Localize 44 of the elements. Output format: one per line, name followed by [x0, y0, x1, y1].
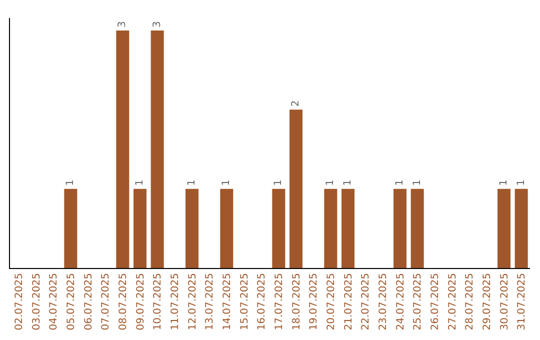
x-tick-label: 14.07.2025	[222, 273, 233, 330]
data-label: 1	[221, 179, 232, 186]
x-tick-label: 05.07.2025	[66, 273, 77, 330]
data-label: 1	[65, 179, 76, 186]
data-label: 1	[273, 179, 284, 186]
x-tick-label: 17.07.2025	[274, 273, 285, 330]
x-tick-label: 12.07.2025	[187, 273, 198, 330]
x-tick-label: 09.07.2025	[135, 273, 146, 330]
x-tick-label: 06.07.2025	[83, 273, 94, 330]
x-tick-label: 11.07.2025	[170, 273, 181, 330]
x-tick-label: 18.07.2025	[291, 273, 302, 330]
x-tick-label: 28.07.2025	[464, 273, 476, 330]
data-label: 1	[498, 179, 510, 186]
x-tick-label: 07.07.2025	[100, 273, 112, 330]
x-tick-label: 31.07.2025	[516, 273, 528, 330]
x-tick-label: 22.07.2025	[360, 273, 372, 330]
data-label: 1	[342, 179, 354, 186]
data-label: 1	[325, 179, 336, 186]
x-tick-label: 25.07.2025	[412, 273, 424, 330]
x-tick-label: 02.07.2025	[14, 273, 25, 330]
x-tick-label: 13.07.2025	[204, 273, 216, 330]
data-label: 3	[117, 21, 128, 28]
x-tick-label: 04.07.2025	[48, 273, 60, 330]
x-tick-label: 19.07.2025	[308, 273, 320, 330]
data-label: 1	[134, 179, 146, 186]
x-tick-label: 08.07.2025	[118, 273, 129, 330]
x-tick-label: 29.07.2025	[482, 273, 493, 330]
x-tick-label: 10.07.2025	[152, 273, 164, 330]
data-label: 1	[394, 179, 406, 186]
x-tick-label: 30.07.2025	[499, 273, 510, 330]
x-tick-label: 24.07.2025	[395, 273, 406, 330]
data-label: 3	[152, 21, 163, 28]
x-tick-label: 15.07.2025	[239, 273, 250, 330]
data-label: 1	[186, 179, 198, 186]
data-label: 2	[290, 100, 302, 107]
x-tick-label: 21.07.2025	[343, 273, 354, 330]
data-label: 1	[516, 179, 527, 186]
x-tick-label: 26.07.2025	[430, 273, 441, 330]
x-tick-label: 27.07.2025	[447, 273, 458, 330]
data-label: 1	[412, 179, 423, 186]
x-tick-label: 20.07.2025	[326, 273, 337, 330]
x-tick-label: 16.07.2025	[256, 273, 268, 330]
x-tick-label: 23.07.2025	[378, 273, 389, 330]
x-tick-label: 03.07.2025	[31, 273, 42, 330]
